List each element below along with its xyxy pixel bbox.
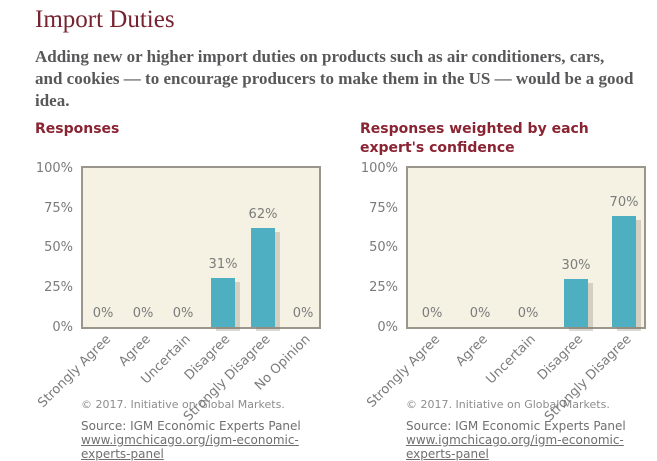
- charts-row: Responses 0% 25% 50% 75% 100% 0% 0% 0% 31% 62% 0%…: [35, 120, 657, 461]
- y-tick-label: 25%: [369, 280, 398, 296]
- data-label-strongly-agree: 0%: [421, 305, 443, 321]
- source-block: Source: IGM Economic Experts Panel www.i…: [81, 419, 313, 461]
- y-tick-label: 100%: [35, 160, 73, 176]
- x-tick-label-uncertain: Uncertain: [483, 331, 539, 388]
- y-tick-label: 75%: [44, 200, 73, 216]
- y-tick-label: 25%: [44, 280, 73, 296]
- copyright-text: © 2017. Initiative on Global Markets.: [81, 397, 285, 411]
- chart-panel-weighted: Responses weighted by each expert's conf…: [360, 120, 650, 461]
- y-axis: 0% 25% 50% 75% 100%: [360, 161, 406, 335]
- data-label-no-opinion: 0%: [292, 305, 314, 321]
- bar-strongly-disagree: [251, 227, 275, 327]
- bar-disagree: [211, 277, 235, 327]
- y-tick-label: 50%: [369, 240, 398, 256]
- data-label-uncertain: 0%: [517, 305, 539, 321]
- chart-area: 0% 25% 50% 75% 100% 0% 0% 0% 31% 62% 0%: [35, 161, 325, 335]
- chart-panel-responses: Responses 0% 25% 50% 75% 100% 0% 0% 0% 31% 62% 0%…: [35, 120, 325, 461]
- y-axis: 0% 25% 50% 75% 100%: [35, 161, 81, 335]
- data-label-strongly-agree: 0%: [92, 305, 114, 321]
- y-tick-label: 75%: [369, 200, 398, 216]
- y-tick-label: 0%: [52, 319, 73, 335]
- bar-disagree: [564, 278, 588, 327]
- question-text: Adding new or higher import duties on pr…: [35, 46, 634, 110]
- page-title: Import Duties: [35, 6, 175, 33]
- y-tick-label: 50%: [44, 240, 73, 256]
- data-label-agree: 0%: [469, 305, 491, 321]
- source-block: Source: IGM Economic Experts Panel www.i…: [406, 419, 638, 461]
- x-tick-label-agree: Agree: [452, 331, 491, 370]
- data-label-disagree: 30%: [561, 257, 591, 273]
- x-axis-labels: Strongly Agree Agree Uncertain Disagree Stro…: [35, 329, 325, 425]
- source-label: Source: IGM Economic Experts Panel: [406, 418, 626, 433]
- chart-title-responses: Responses: [35, 120, 120, 137]
- plot-area: 0% 0% 0% 31% 62% 0%: [81, 165, 321, 329]
- data-label-uncertain: 0%: [172, 305, 194, 321]
- data-label-disagree: 31%: [208, 256, 238, 272]
- chart-area: 0% 25% 50% 75% 100% 0% 0% 0% 30% 70%: [360, 161, 650, 335]
- data-label-agree: 0%: [132, 305, 154, 321]
- data-label-strongly-disagree: 70%: [609, 194, 639, 210]
- plot-area: 0% 0% 0% 30% 70%: [406, 165, 646, 329]
- data-label-strongly-disagree: 62%: [248, 206, 278, 222]
- bar-strongly-disagree: [612, 215, 636, 327]
- source-link[interactable]: www.igmchicago.org/igm-economic-experts-…: [406, 432, 624, 461]
- y-tick-label: 100%: [360, 160, 398, 176]
- x-tick-label-agree: Agree: [115, 331, 154, 370]
- y-tick-label: 0%: [377, 319, 398, 335]
- copyright-text: © 2017. Initiative on Global Markets.: [406, 397, 610, 411]
- source-link[interactable]: www.igmchicago.org/igm-economic-experts-…: [81, 432, 299, 461]
- source-label: Source: IGM Economic Experts Panel: [81, 418, 301, 433]
- chart-title-weighted: Responses weighted by each expert's conf…: [360, 120, 589, 156]
- x-axis-labels: Strongly Agree Agree Uncertain Disagree Stro…: [364, 329, 650, 425]
